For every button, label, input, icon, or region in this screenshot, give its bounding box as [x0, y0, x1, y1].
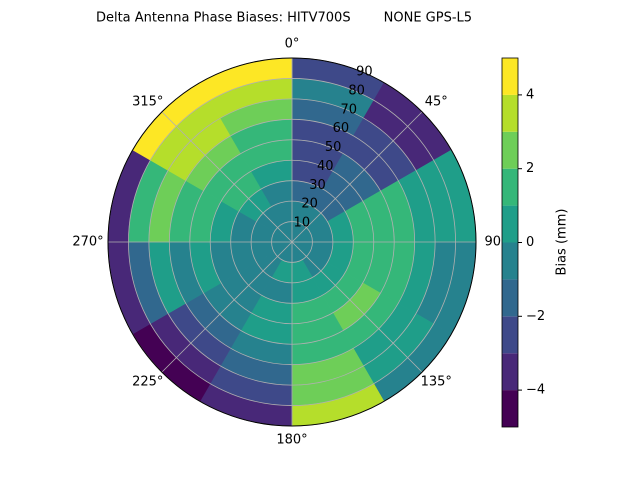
r-tick-label: 90: [356, 65, 373, 80]
grid-spoke: [291, 111, 423, 243]
colorbar-segment: [502, 205, 518, 243]
colorbar-label: Bias (mm): [555, 209, 570, 276]
theta-tick-label: 0°: [285, 37, 300, 52]
colorbar-segment: [502, 279, 518, 317]
grid-spoke: [291, 241, 423, 373]
colorbar-tick-label: 0: [526, 235, 534, 250]
colorbar-tick-label: 4: [526, 87, 534, 102]
colorbar-segment: [502, 242, 518, 280]
colorbar-tick-label: 2: [526, 161, 534, 176]
polar-frame: [107, 57, 477, 427]
r-tick-label: 70: [340, 102, 357, 117]
theta-tick-label: 315°: [132, 94, 163, 109]
r-tick-label: 40: [317, 159, 334, 174]
colorbar-segment: [502, 316, 518, 354]
r-tick-label: 50: [325, 140, 342, 155]
theta-tick-label: 180°: [276, 433, 307, 448]
r-tick-label: 20: [301, 197, 318, 212]
colorbar-segment: [502, 390, 518, 427]
theta-tick-label: 135°: [421, 375, 452, 390]
r-tick-label: 30: [309, 178, 326, 193]
colorbar-segment: [502, 168, 518, 206]
colorbar-segment: [502, 94, 518, 132]
grid-spoke: [161, 241, 293, 373]
r-tick-label: 10: [294, 216, 311, 231]
colorbar-tick-label: −4: [526, 383, 545, 398]
theta-tick-label: 45°: [425, 94, 448, 109]
theta-tick-label: 225°: [132, 375, 163, 390]
r-tick-label: 60: [333, 121, 350, 136]
colorbar-tick-label: −2: [526, 309, 545, 324]
colorbar-segment: [502, 131, 518, 169]
theta-tick-label: 270°: [72, 235, 103, 250]
r-tick-label: 80: [348, 83, 365, 98]
colorbar-segment: [502, 58, 518, 95]
grid-spoke: [161, 111, 293, 243]
chart-title: Delta Antenna Phase Biases: HITV700S NON…: [96, 11, 472, 26]
colorbar-segment: [502, 353, 518, 391]
